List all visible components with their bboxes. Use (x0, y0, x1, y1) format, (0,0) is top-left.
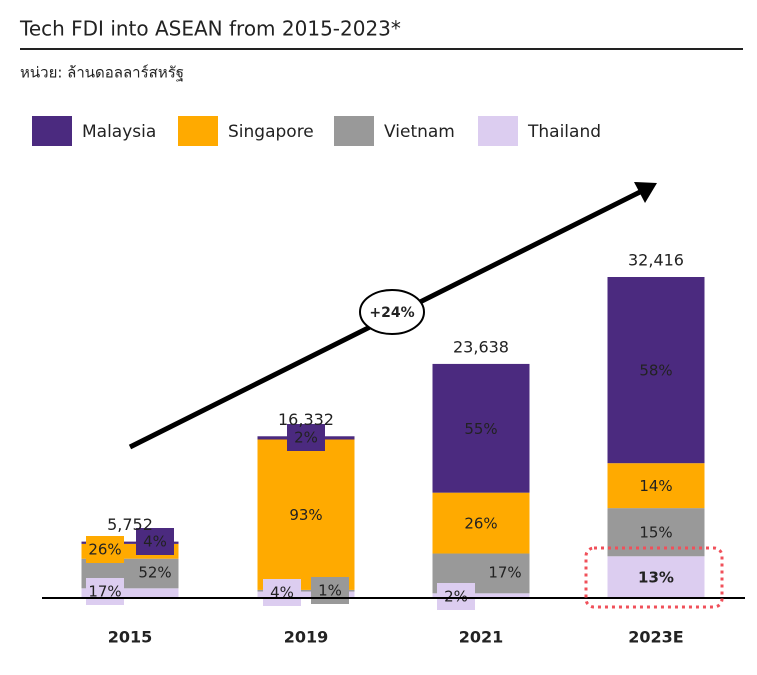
segment-label: 17% (88, 583, 121, 601)
total-label: 23,638 (453, 337, 509, 356)
legend-label: Malaysia (82, 122, 156, 142)
arrow-head (634, 182, 657, 203)
total-label: 5,752 (107, 515, 153, 534)
segment-label: 4% (143, 533, 167, 551)
segment-label: 2% (294, 429, 318, 447)
label-box (437, 583, 475, 610)
x-tick-label: 2019 (284, 628, 329, 647)
segment-label: 13% (638, 569, 674, 587)
segment-label: 26% (464, 515, 497, 533)
segment-label: 2% (444, 588, 468, 606)
legend-swatch (334, 116, 374, 146)
segment-label: 26% (88, 541, 121, 559)
legend-swatch (32, 116, 72, 146)
x-tick-label: 2023E (628, 628, 683, 647)
label-box (287, 424, 325, 451)
chart-title: Tech FDI into ASEAN from 2015-2023* (19, 17, 401, 41)
growth-annotation: +24% (369, 305, 414, 321)
chart-subtitle: หน่วย: ล้านดอลลาร์สหรัฐ (20, 64, 184, 82)
label-box (263, 579, 301, 606)
legend-swatch (178, 116, 218, 146)
bar-segment (432, 492, 530, 554)
total-label: 32,416 (628, 251, 684, 270)
legend-swatch (478, 116, 518, 146)
bar-segment (257, 589, 355, 592)
segment-label: 55% (464, 420, 497, 438)
segment-label: 1% (318, 582, 342, 600)
label-box (86, 536, 124, 563)
legend-label: Vietnam (384, 122, 455, 142)
bar-segment (607, 556, 705, 598)
bar-segment (607, 277, 705, 464)
segment-label: 52% (138, 564, 171, 582)
bar-segment (81, 541, 179, 544)
segment-label: 14% (639, 477, 672, 495)
bar-segment (257, 591, 355, 598)
segment-label: 15% (639, 524, 672, 542)
legend-label: Singapore (228, 122, 314, 142)
bar-segment (432, 363, 530, 493)
segment-label: 93% (289, 506, 322, 524)
segment-label: 17% (488, 564, 521, 582)
segment-label: 58% (639, 362, 672, 380)
label-box (86, 578, 124, 605)
x-tick-label: 2021 (459, 628, 504, 647)
x-tick-label: 2015 (108, 628, 153, 647)
label-box (311, 577, 349, 604)
bar-segment (607, 463, 705, 509)
total-label: 16,332 (278, 410, 334, 429)
legend-label: Thailand (527, 122, 601, 142)
growth-oval (359, 289, 425, 335)
label-box (136, 528, 174, 555)
bar-segment (432, 593, 530, 598)
highlight-box (584, 546, 724, 609)
bar-segment (81, 588, 179, 598)
bar-segment (257, 439, 355, 590)
